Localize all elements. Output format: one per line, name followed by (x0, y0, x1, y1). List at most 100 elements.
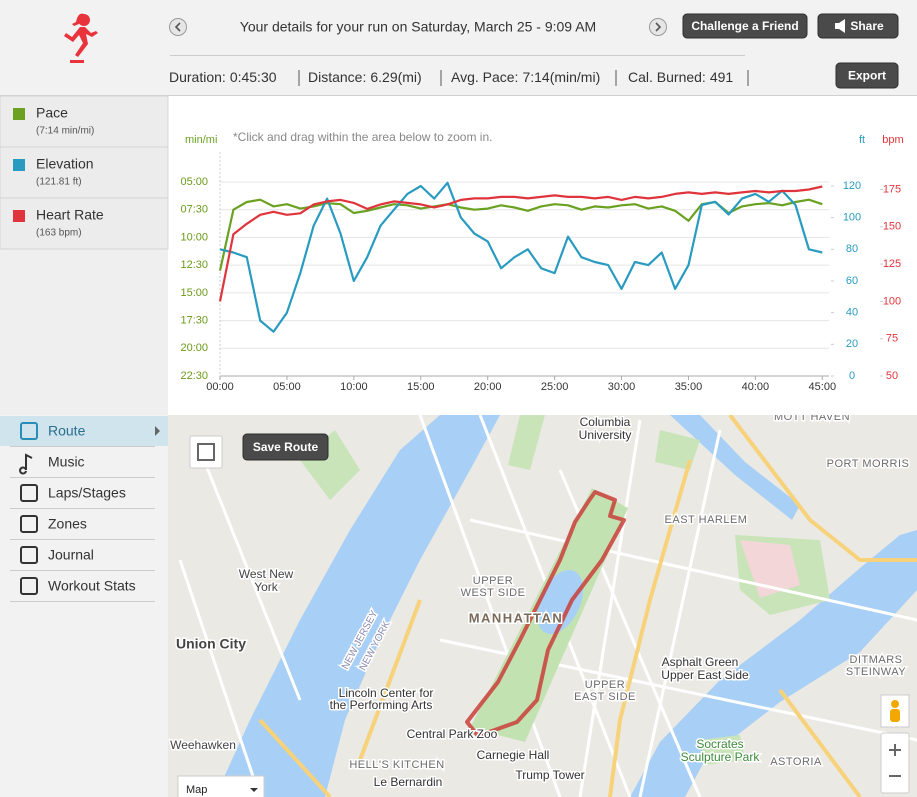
x-tick-label: 20:00 (474, 381, 502, 393)
map-label: Carnegie Hall (477, 748, 550, 762)
prev-button[interactable] (169, 18, 187, 36)
x-tick-label: 05:00 (273, 381, 301, 393)
button-bg (242, 433, 329, 461)
y3-axis-label: bpm (882, 134, 903, 146)
map-label: University (579, 428, 632, 442)
y3-tick-label: 100 (883, 295, 901, 307)
map-label: EAST HARLEM (665, 514, 748, 526)
legend-detail: (121.81 ft) (36, 177, 82, 188)
x-tick-label: 30:00 (608, 381, 636, 393)
map-label: WEST SIDE (461, 587, 526, 599)
stat-value: 0:45:30 (230, 69, 277, 85)
legend-row (0, 146, 169, 199)
x-tick-label: 25:00 (541, 381, 569, 393)
stat-label: Distance: (308, 69, 366, 85)
map-label: Columbia (580, 415, 631, 429)
y3-tick-label: 125 (883, 258, 901, 270)
menu-label: Music (48, 454, 85, 470)
map-label: Trump Tower (515, 768, 584, 782)
share-icon (835, 19, 845, 33)
next-button[interactable] (649, 18, 667, 36)
map-label: Union City (176, 636, 246, 652)
x-tick-label: 35:00 (675, 381, 703, 393)
menu-label: Zones (48, 516, 87, 532)
y-tick-label: 20:00 (180, 342, 208, 354)
map-label: the Performing Arts (330, 698, 433, 712)
map-label: DITMARS (850, 654, 903, 666)
button-label: Share (850, 19, 884, 33)
menu-item[interactable]: Route (0, 416, 168, 447)
legend-row (0, 95, 169, 148)
run-title: Your details for your run on Saturday, M… (240, 19, 596, 35)
menu-item[interactable]: Journal (10, 546, 155, 571)
header-button[interactable]: Challenge a Friend (682, 13, 808, 39)
y2-tick-label: 120 (843, 180, 861, 192)
y2-tick-label: 60 (846, 275, 858, 287)
map-label: York (254, 580, 279, 594)
pegman[interactable] (880, 694, 910, 728)
map-label: Weehawken (170, 738, 236, 752)
stat-label: Duration: (169, 69, 226, 85)
legend-item[interactable]: Elevation (121.81 ft) (0, 146, 169, 199)
map-label: Socrates (696, 737, 743, 751)
series-line (219, 181, 823, 333)
menu-item[interactable]: Workout Stats (10, 577, 155, 602)
map-label: Sculpture Park (681, 750, 761, 764)
legend-swatch (13, 159, 25, 171)
header-button[interactable]: Export (835, 62, 899, 89)
menu-icon (20, 422, 38, 440)
y2-tick-label: 20 (846, 338, 858, 350)
menu-item[interactable]: Music (10, 453, 155, 478)
y-tick-label: 17:30 (180, 314, 208, 326)
menu-label: Laps/Stages (48, 485, 126, 501)
y-tick-label: 22:30 (180, 370, 208, 382)
map-label: PORT MORRIS (827, 458, 910, 470)
map-label: EAST SIDE (574, 691, 636, 703)
y2-tick-label: 100 (843, 212, 861, 224)
stat-label: Cal. Burned: (628, 69, 706, 85)
zoom-control[interactable] (880, 732, 910, 794)
stat-value: 6.29(mi) (370, 69, 421, 85)
legend-detail: (163 bpm) (36, 228, 82, 239)
x-tick-label: 40:00 (742, 381, 770, 393)
map-label: UPPER (473, 575, 513, 587)
legend-swatch (13, 108, 25, 120)
stat-value: 7:14(min/mi) (522, 69, 600, 85)
button-bg (817, 13, 899, 39)
stat: Duration: 0:45:30 (169, 69, 277, 85)
map-label: Upper East Side (661, 668, 749, 682)
button-label: Challenge a Friend (691, 19, 798, 33)
menu-item[interactable]: Laps/Stages (10, 484, 155, 509)
save-route-button[interactable]: Save Route (242, 433, 329, 461)
map-label: STEINWAY (846, 666, 906, 678)
y3-tick-label: 50 (886, 370, 898, 382)
fullscreen-button[interactable] (189, 435, 223, 469)
legend-row (0, 197, 169, 250)
map-type-select[interactable] (177, 775, 265, 797)
menu-icon (20, 577, 38, 595)
y2-tick-label: 40 (846, 307, 858, 319)
series-line (218, 185, 823, 302)
legend-item[interactable]: Heart Rate (163 bpm) (0, 197, 169, 250)
menu-icon (20, 546, 38, 564)
logo (64, 13, 98, 63)
map-label: MANHATTAN (469, 610, 564, 625)
y2-tick-label: 0 (849, 370, 855, 382)
stat: Distance: 6.29(mi) (308, 69, 422, 85)
menu-selected (0, 416, 168, 446)
button-label: Save Route (253, 440, 319, 454)
button-label: Export (848, 69, 886, 83)
menu-icon (19, 453, 33, 475)
map-label: Central Park Zoo (407, 727, 498, 741)
menu-label: Workout Stats (48, 578, 136, 594)
y-tick-label: 10:00 (180, 231, 208, 243)
legend-name: Pace (36, 105, 68, 121)
menu-item[interactable]: Zones (10, 515, 155, 540)
button-bg (682, 13, 808, 39)
legend-item[interactable]: Pace (7:14 min/mi) (0, 95, 169, 148)
map-label: HELL'S KITCHEN (349, 759, 444, 771)
x-tick-label: 15:00 (407, 381, 435, 393)
header-button[interactable]: Share (817, 13, 899, 39)
